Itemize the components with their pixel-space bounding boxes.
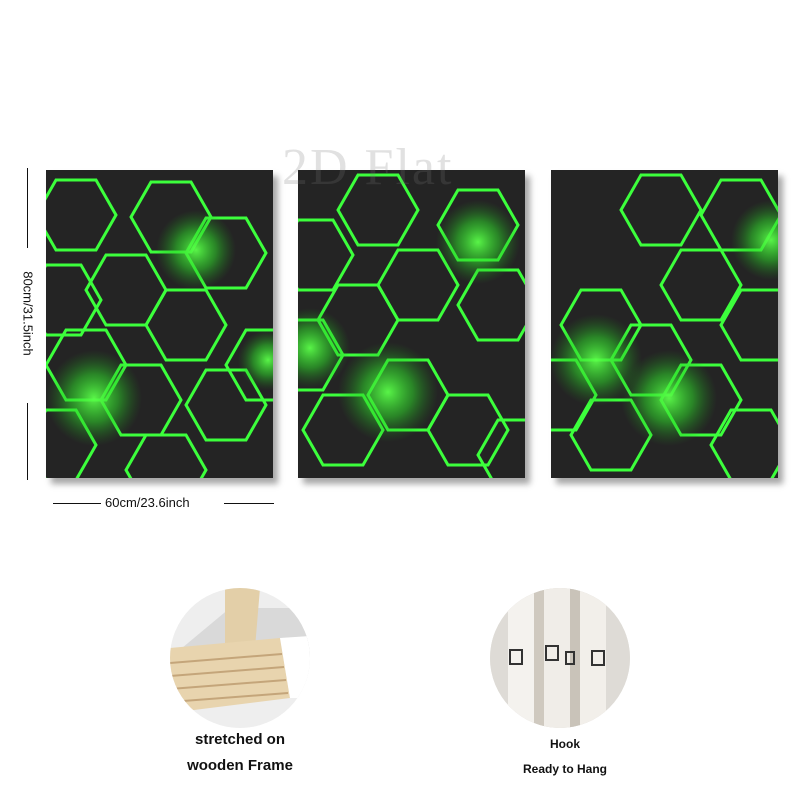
wooden-frame-corner-icon xyxy=(170,588,310,728)
hexagon-pattern-middle xyxy=(298,170,525,478)
hook-photo xyxy=(490,588,630,728)
height-dimension-label: 80cm/31.5inch xyxy=(20,271,36,356)
width-dimension-line-left xyxy=(53,503,101,504)
canvas-panel-right xyxy=(551,170,778,478)
frame-caption-line1: stretched on xyxy=(194,731,285,748)
height-dimension-line-bottom xyxy=(27,403,28,480)
frame-caption-line2: wooden Frame xyxy=(187,757,293,774)
hook-caption-line1: Hook xyxy=(550,737,580,751)
wooden-frame-photo xyxy=(170,588,310,728)
hook-caption-line2: Ready to Hang xyxy=(522,762,607,776)
canvas-panel-middle xyxy=(298,170,525,478)
canvas-panel-left xyxy=(46,170,273,478)
hanging-hook-icon xyxy=(490,588,630,728)
width-dimension-label: 60cm/23.6inch xyxy=(105,495,190,510)
hexagon-pattern-left xyxy=(46,170,273,478)
height-dimension-line-top xyxy=(27,168,28,248)
width-dimension-line-right xyxy=(224,503,274,504)
hexagon-pattern-right xyxy=(551,170,778,478)
